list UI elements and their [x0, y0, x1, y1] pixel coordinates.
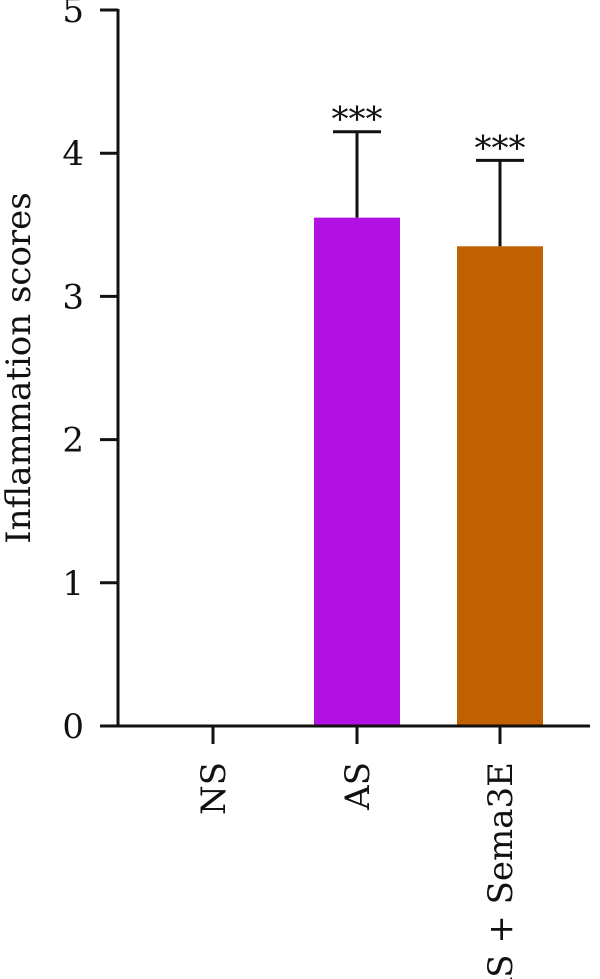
x-category-label-1: AS [338, 762, 378, 811]
y-tick-label-2: 2 [62, 421, 84, 461]
y-tick-label-4: 4 [62, 134, 84, 174]
y-axis-ticks: 0 1 2 3 4 5 [62, 0, 118, 747]
error-bars [333, 130, 524, 247]
x-category-label-0: NS [194, 762, 234, 815]
y-tick-label-1: 1 [62, 564, 84, 604]
bar-1 [314, 217, 400, 726]
y-axis-title: Inflammation scores [0, 192, 39, 544]
y-tick-label-0: 0 [62, 707, 84, 747]
bar-2 [457, 246, 543, 726]
x-category-label-2: AS + Sema3E [481, 762, 521, 979]
y-tick-label-5: 5 [62, 0, 84, 31]
bars [314, 217, 543, 726]
significance-markers: *** *** [332, 100, 526, 169]
significance-marker-2: *** [475, 128, 526, 168]
significance-marker-1: *** [332, 100, 383, 140]
x-axis-labels: NS AS AS + Sema3E [194, 726, 521, 979]
y-tick-label-3: 3 [62, 277, 84, 317]
